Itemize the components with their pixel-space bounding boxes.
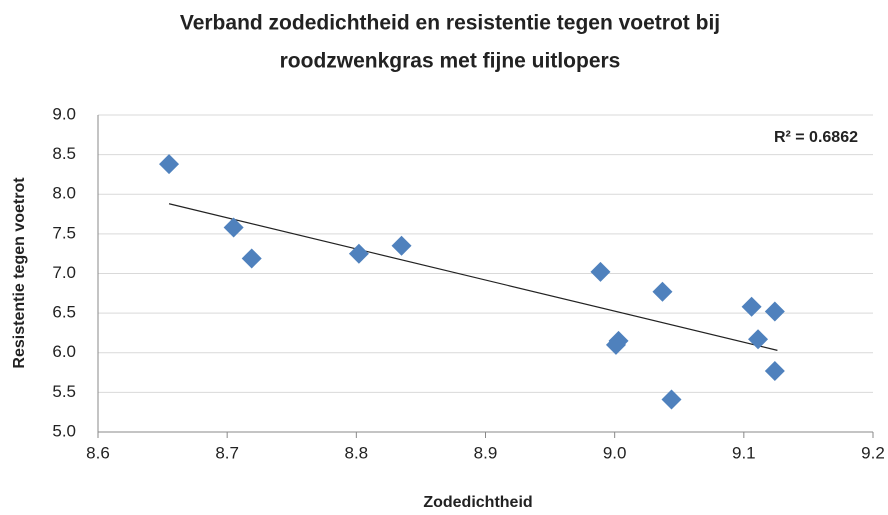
x-tick-label: 8.7 (215, 443, 239, 462)
y-tick-label: 6.0 (52, 342, 76, 361)
x-tick-label: 8.8 (345, 443, 369, 462)
point (241, 248, 262, 269)
point (590, 261, 611, 282)
point (748, 329, 769, 350)
chart-title: roodzwenkgras met fijne uitlopers (280, 50, 621, 73)
r-squared: R² = 0.6862 (774, 129, 858, 146)
chart-title: Verband zodedichtheid en resistentie teg… (180, 12, 720, 35)
x-tick-label: 8.9 (474, 443, 498, 462)
y-axis-label: Resistentie tegen voetrot (11, 177, 28, 369)
x-tick-label: 8.6 (86, 443, 110, 462)
trendline (168, 203, 778, 351)
point (348, 243, 369, 264)
x-tick-label: 9.2 (861, 443, 885, 462)
y-tick-label: 8.5 (52, 144, 76, 163)
point (661, 389, 682, 410)
point (764, 360, 785, 381)
y-tick-label: 5.0 (52, 421, 76, 440)
y-tick-label: 7.5 (52, 223, 76, 242)
x-axis-label: Zodedichtheid (423, 494, 532, 511)
point (652, 281, 673, 302)
point (223, 217, 244, 238)
x-tick-label: 9.0 (603, 443, 627, 462)
y-tick-label: 9.0 (52, 104, 76, 123)
point (605, 334, 626, 355)
y-tick-label: 8.0 (52, 184, 76, 203)
x-tick-label: 9.1 (732, 443, 756, 462)
y-tick-label: 5.5 (52, 382, 76, 401)
y-tick-label: 7.0 (52, 263, 76, 282)
y-tick-label: 6.5 (52, 303, 76, 322)
point (764, 301, 785, 322)
point (159, 154, 180, 175)
point (741, 296, 762, 317)
point (391, 235, 412, 256)
